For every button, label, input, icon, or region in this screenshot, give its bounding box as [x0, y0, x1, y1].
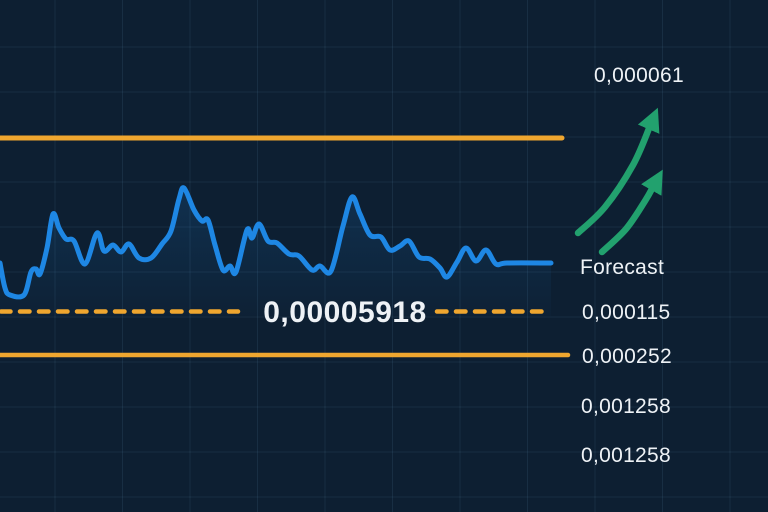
level-label-support: 0,000252 [582, 345, 672, 368]
level-label-dashed: 0,000115 [582, 301, 670, 324]
price-line [0, 185, 554, 300]
forecast-arrow-large-icon [574, 107, 660, 237]
current-price-label: 0,00005918 [263, 296, 427, 329]
level-label-lower-1: 0,001258 [581, 395, 671, 418]
level-label-lower-2: 0,001258 [581, 444, 671, 467]
forecast-target-label: 0,000061 [594, 64, 684, 87]
forecast-arrow-small-icon [598, 169, 663, 256]
price-area-fill [0, 187, 551, 316]
forecast-caption-label: Forecast [580, 256, 664, 279]
